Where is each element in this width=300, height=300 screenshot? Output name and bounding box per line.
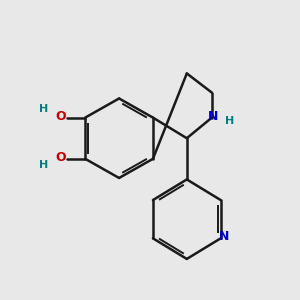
Text: O: O — [55, 151, 65, 164]
Text: O: O — [55, 110, 65, 123]
Text: N: N — [208, 110, 218, 123]
Text: H: H — [39, 104, 49, 114]
Text: N: N — [218, 230, 229, 243]
Text: H: H — [39, 160, 49, 170]
Text: H: H — [225, 116, 234, 126]
